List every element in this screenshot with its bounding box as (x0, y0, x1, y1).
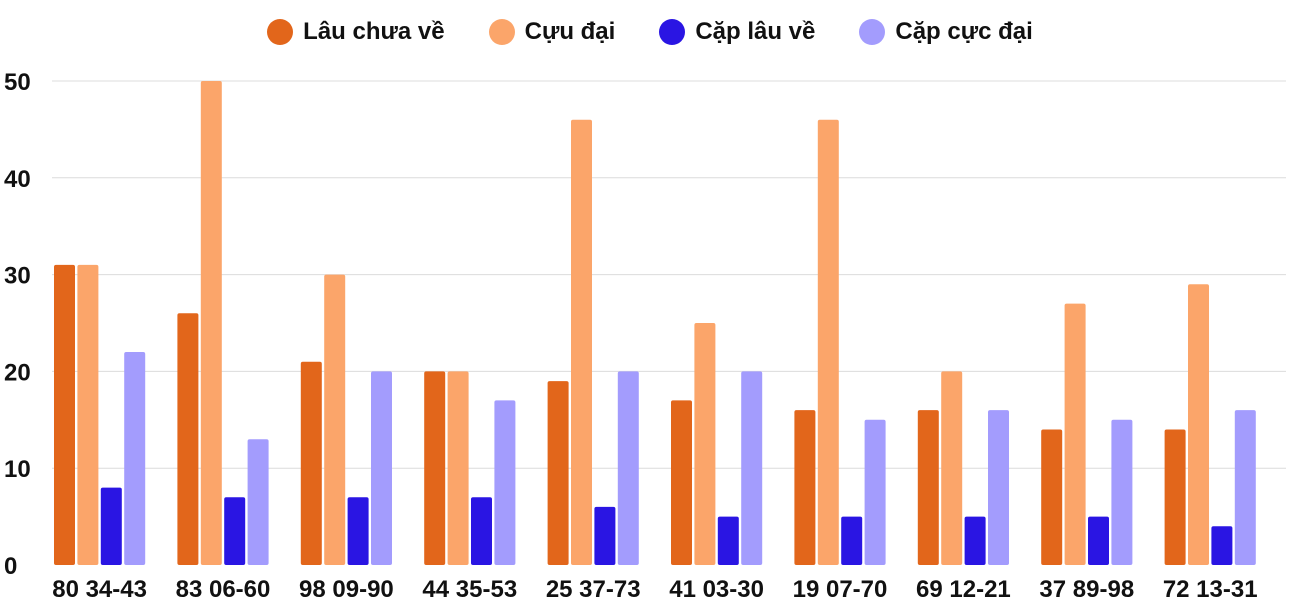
bar (54, 264, 75, 565)
bar (124, 352, 146, 565)
legend-label: Cặp cực đại (895, 18, 1033, 45)
legend-swatch (859, 19, 886, 45)
x-tick-label: 41 03-30 (669, 576, 764, 600)
x-tick-label: 80 34-43 (52, 576, 147, 600)
bar (864, 419, 886, 565)
legend-item: Cặp cực đại (859, 18, 1033, 46)
chart-legend: Lâu chưa về Cựu đại Cặp lâu về Cặp cực đại (0, 14, 1300, 50)
x-tick-label: 25 37-73 (546, 576, 641, 600)
bar (694, 323, 716, 565)
bar (941, 371, 963, 565)
legend-item: Lâu chưa về (267, 18, 445, 46)
x-tick-label: 83 06-60 (176, 576, 271, 600)
x-tick-label: 19 07-70 (793, 576, 888, 600)
bar (77, 264, 99, 565)
bar (1088, 516, 1109, 565)
bar (347, 497, 369, 565)
y-tick-label: 20 (4, 359, 31, 386)
bar (1211, 526, 1233, 565)
bar (1164, 429, 1186, 565)
bar (424, 371, 446, 565)
x-tick-label: 37 89-98 (1039, 576, 1134, 600)
legend-swatch (267, 19, 294, 45)
bar (547, 381, 569, 565)
bar (494, 400, 516, 565)
y-tick-label: 10 (4, 456, 31, 483)
y-tick-label: 50 (4, 69, 31, 96)
bar (964, 516, 986, 565)
bar (594, 506, 616, 565)
y-tick-label: 0 (4, 553, 17, 580)
x-tick-label: 72 13-31 (1163, 576, 1258, 600)
bar (841, 516, 863, 565)
bar (1041, 429, 1063, 565)
legend-item: Cựu đại (488, 18, 616, 46)
bar (1064, 303, 1086, 565)
y-tick-label: 40 (4, 166, 31, 193)
bar (794, 410, 816, 565)
x-tick-label: 69 12-21 (916, 576, 1011, 600)
bar (817, 119, 839, 565)
bar (300, 361, 322, 565)
legend-swatch (659, 19, 686, 45)
bar (988, 410, 1009, 565)
bar (200, 81, 222, 565)
bar (177, 313, 199, 565)
legend-label: Cựu đại (524, 18, 616, 45)
bar (671, 400, 692, 565)
bar (1188, 284, 1209, 565)
bar (471, 497, 492, 565)
bar (447, 371, 469, 565)
bar (247, 439, 269, 565)
legend-swatch (488, 19, 515, 45)
bar (617, 371, 639, 565)
bar (741, 371, 763, 565)
bar (371, 371, 392, 565)
y-tick-label: 30 (4, 263, 31, 290)
bar (717, 516, 739, 565)
x-tick-label: 44 35-53 (422, 576, 517, 600)
bar (224, 497, 246, 565)
bar (1234, 410, 1256, 565)
bar (324, 274, 346, 565)
bar (100, 487, 122, 565)
legend-label: Lâu chưa về (303, 18, 445, 45)
bar (1111, 419, 1133, 565)
x-tick-label: 98 09-90 (299, 576, 394, 600)
bar (917, 410, 939, 565)
legend-label: Cặp lâu về (695, 18, 816, 45)
bar (571, 119, 592, 565)
legend-item: Cặp lâu về (659, 18, 815, 46)
